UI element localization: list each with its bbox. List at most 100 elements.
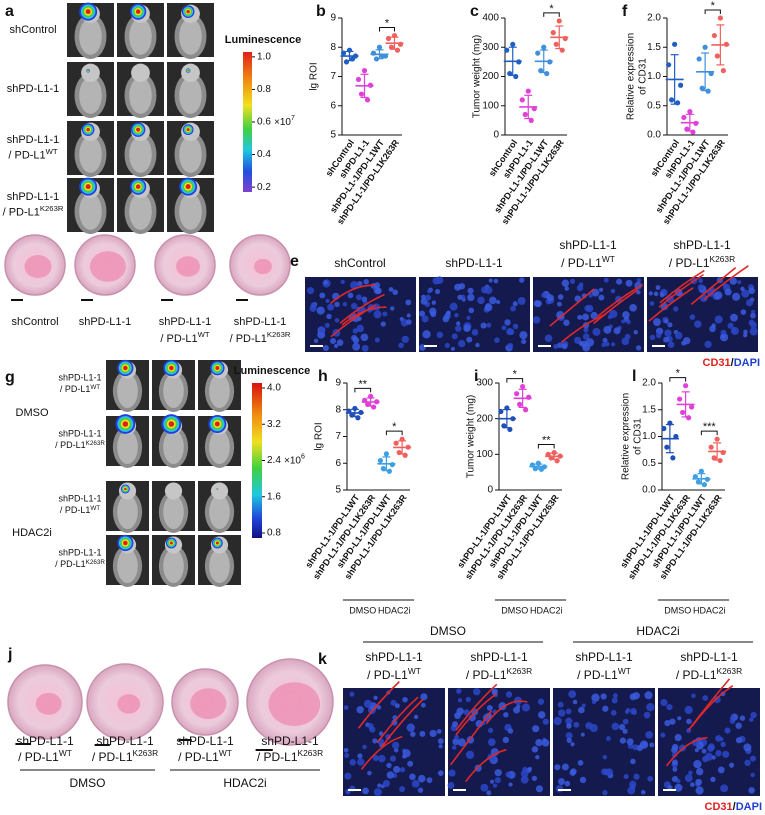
data-point bbox=[377, 457, 383, 464]
vessel bbox=[597, 284, 643, 317]
signal-blob bbox=[215, 365, 220, 371]
nucleus bbox=[695, 786, 704, 795]
nucleus bbox=[674, 331, 683, 340]
nucleus bbox=[667, 322, 673, 328]
nucleus bbox=[724, 727, 731, 734]
y-tick-label: 100 bbox=[476, 449, 493, 460]
label-text: / PD-L1 bbox=[669, 256, 710, 270]
panel-label: e bbox=[290, 253, 299, 270]
nucleus bbox=[352, 336, 360, 344]
vessel bbox=[330, 284, 376, 305]
y-tick-label: 6 bbox=[330, 100, 336, 111]
nucleus bbox=[406, 313, 411, 318]
vessel bbox=[690, 266, 737, 306]
y-tick-label: 7 bbox=[330, 71, 336, 82]
nucleus bbox=[467, 287, 474, 294]
nucleus bbox=[610, 710, 617, 716]
data-point bbox=[385, 35, 392, 42]
nucleus bbox=[569, 278, 576, 284]
data-point bbox=[553, 41, 559, 47]
stain-sep: / bbox=[733, 801, 736, 813]
nucleus bbox=[357, 758, 365, 766]
data-point bbox=[538, 68, 544, 74]
mouse-body bbox=[79, 18, 102, 55]
significance-bracket bbox=[385, 430, 403, 436]
nucleus bbox=[729, 277, 737, 285]
data-point bbox=[557, 453, 563, 459]
nucleus bbox=[421, 294, 426, 300]
nucleus bbox=[463, 324, 471, 333]
data-point bbox=[683, 383, 689, 389]
data-point bbox=[355, 76, 362, 83]
nucleus bbox=[490, 757, 495, 762]
nucleus bbox=[373, 310, 382, 319]
label-text: / PD-L1 bbox=[676, 668, 717, 682]
nucleus bbox=[508, 782, 513, 787]
nucleus bbox=[330, 337, 337, 345]
group-label: HDAC2i bbox=[378, 605, 411, 615]
nucleus bbox=[445, 311, 451, 316]
nucleus bbox=[611, 697, 618, 704]
nucleus bbox=[512, 323, 519, 330]
nucleus bbox=[532, 725, 540, 733]
data-point bbox=[389, 461, 395, 468]
group-label: DMSO bbox=[70, 776, 106, 790]
data-point bbox=[355, 415, 361, 421]
nucleus bbox=[369, 726, 376, 733]
label-line: shPD-L1-1 bbox=[261, 734, 319, 748]
nucleus bbox=[419, 310, 426, 317]
nucleus bbox=[674, 783, 683, 792]
significance-label: * bbox=[385, 17, 390, 29]
nucleus bbox=[557, 301, 562, 307]
nucleus bbox=[406, 319, 412, 325]
nucleus bbox=[649, 742, 655, 748]
data-point bbox=[681, 114, 687, 121]
data-point bbox=[678, 82, 684, 88]
label-line: shControl bbox=[334, 256, 385, 270]
nucleus bbox=[417, 787, 424, 793]
nucleus bbox=[512, 301, 518, 307]
nucleus bbox=[393, 765, 401, 774]
mouse-body bbox=[117, 430, 138, 464]
data-point bbox=[513, 73, 519, 80]
data-point bbox=[388, 44, 395, 50]
significance-bracket bbox=[506, 378, 524, 383]
nucleus bbox=[324, 322, 330, 328]
data-point bbox=[717, 15, 723, 21]
nucleus bbox=[409, 773, 416, 781]
data-point bbox=[538, 466, 544, 472]
data-point bbox=[689, 404, 695, 410]
nucleus bbox=[504, 319, 511, 326]
nucleus bbox=[626, 738, 634, 746]
nucleus bbox=[489, 296, 497, 305]
significance-label: * bbox=[513, 368, 518, 380]
panel-label: c bbox=[470, 3, 479, 20]
nucleus bbox=[591, 700, 597, 705]
data-point bbox=[346, 47, 353, 53]
mouse-head bbox=[131, 63, 150, 82]
signal-blob bbox=[169, 541, 173, 545]
significance-label: * bbox=[549, 3, 554, 15]
nucleus bbox=[577, 759, 584, 766]
nucleus bbox=[427, 288, 432, 294]
nucleus bbox=[750, 312, 756, 319]
nucleus bbox=[455, 325, 462, 332]
panel-label: b bbox=[316, 3, 326, 20]
nucleus bbox=[729, 313, 738, 322]
mouse-body bbox=[179, 77, 202, 114]
mouse-head bbox=[164, 482, 183, 500]
y-axis-label: Tumor weight (mg) bbox=[466, 395, 477, 479]
nucleus bbox=[744, 759, 751, 767]
nucleus bbox=[310, 302, 317, 309]
y-axis-label: of CD31 bbox=[638, 58, 649, 95]
nucleus bbox=[386, 762, 392, 769]
data-point bbox=[559, 47, 565, 53]
nucleus bbox=[667, 785, 673, 791]
mouse-body bbox=[163, 549, 184, 583]
y-axis-label: lg ROI bbox=[314, 422, 325, 450]
data-point bbox=[670, 455, 676, 461]
mouse-body bbox=[129, 193, 152, 230]
nucleus bbox=[373, 788, 382, 797]
label-line: / PD-L1K263R bbox=[55, 440, 105, 451]
colorbar-tick-label: 0.8 bbox=[257, 84, 271, 95]
